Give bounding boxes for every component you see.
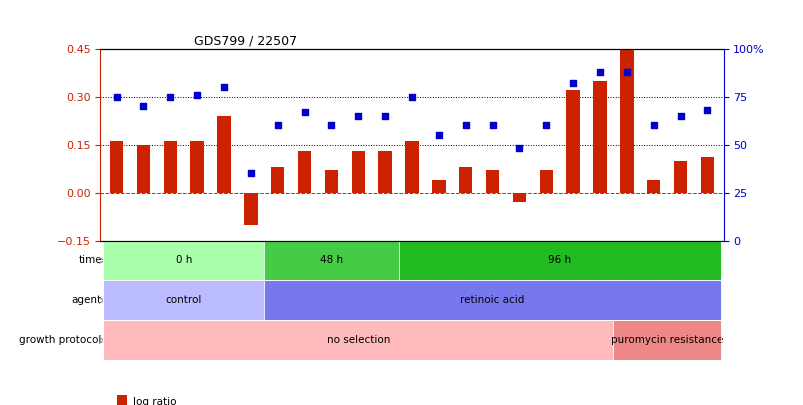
Point [512, 145, 525, 151]
Text: GDS799 / 22507: GDS799 / 22507 [194, 34, 297, 47]
Text: no selection: no selection [326, 335, 389, 345]
Bar [539, 170, 552, 192]
Point [566, 80, 579, 86]
Point [137, 103, 149, 109]
Bar [619, 49, 633, 192]
Point [620, 68, 633, 75]
Bar [244, 192, 257, 224]
FancyBboxPatch shape [264, 241, 398, 281]
Bar [116, 395, 127, 405]
Text: control: control [165, 296, 202, 305]
Bar [271, 167, 284, 192]
Point [646, 122, 659, 129]
Text: 96 h: 96 h [548, 256, 571, 266]
Point [540, 122, 552, 129]
Point [110, 93, 123, 100]
Point [244, 170, 257, 177]
Point [164, 93, 177, 100]
Text: puromycin resistance: puromycin resistance [610, 335, 723, 345]
Bar [298, 151, 311, 192]
Bar [432, 180, 445, 192]
Bar [700, 158, 713, 192]
Text: agent: agent [71, 296, 102, 305]
FancyBboxPatch shape [103, 281, 264, 320]
Bar [217, 116, 230, 192]
Point [324, 122, 337, 129]
Point [352, 113, 365, 119]
FancyBboxPatch shape [103, 320, 613, 360]
Bar [646, 180, 659, 192]
Bar [190, 141, 204, 192]
Point [459, 122, 471, 129]
Point [271, 122, 283, 129]
Text: 0 h: 0 h [175, 256, 192, 266]
Text: time: time [78, 256, 102, 266]
FancyBboxPatch shape [264, 281, 720, 320]
Bar [566, 90, 579, 192]
FancyBboxPatch shape [398, 241, 720, 281]
Point [298, 109, 311, 115]
Point [190, 92, 203, 98]
FancyBboxPatch shape [103, 241, 264, 281]
Point [674, 113, 687, 119]
Point [378, 113, 391, 119]
Bar [459, 167, 472, 192]
Bar [378, 151, 391, 192]
Bar [324, 170, 338, 192]
Bar [512, 192, 525, 202]
Point [218, 84, 230, 90]
FancyBboxPatch shape [613, 320, 720, 360]
Point [700, 107, 713, 113]
Bar [485, 170, 499, 192]
Point [405, 93, 418, 100]
Point [593, 68, 605, 75]
Bar [110, 141, 123, 192]
Text: growth protocol: growth protocol [19, 335, 102, 345]
Bar [351, 151, 365, 192]
Bar [593, 81, 606, 192]
Point [486, 122, 499, 129]
Text: retinoic acid: retinoic acid [460, 296, 524, 305]
Bar [137, 145, 150, 192]
Bar [405, 141, 418, 192]
Bar [673, 160, 687, 192]
Text: 48 h: 48 h [320, 256, 343, 266]
Bar [164, 141, 177, 192]
Point [432, 132, 445, 138]
Text: log ratio: log ratio [132, 397, 176, 405]
